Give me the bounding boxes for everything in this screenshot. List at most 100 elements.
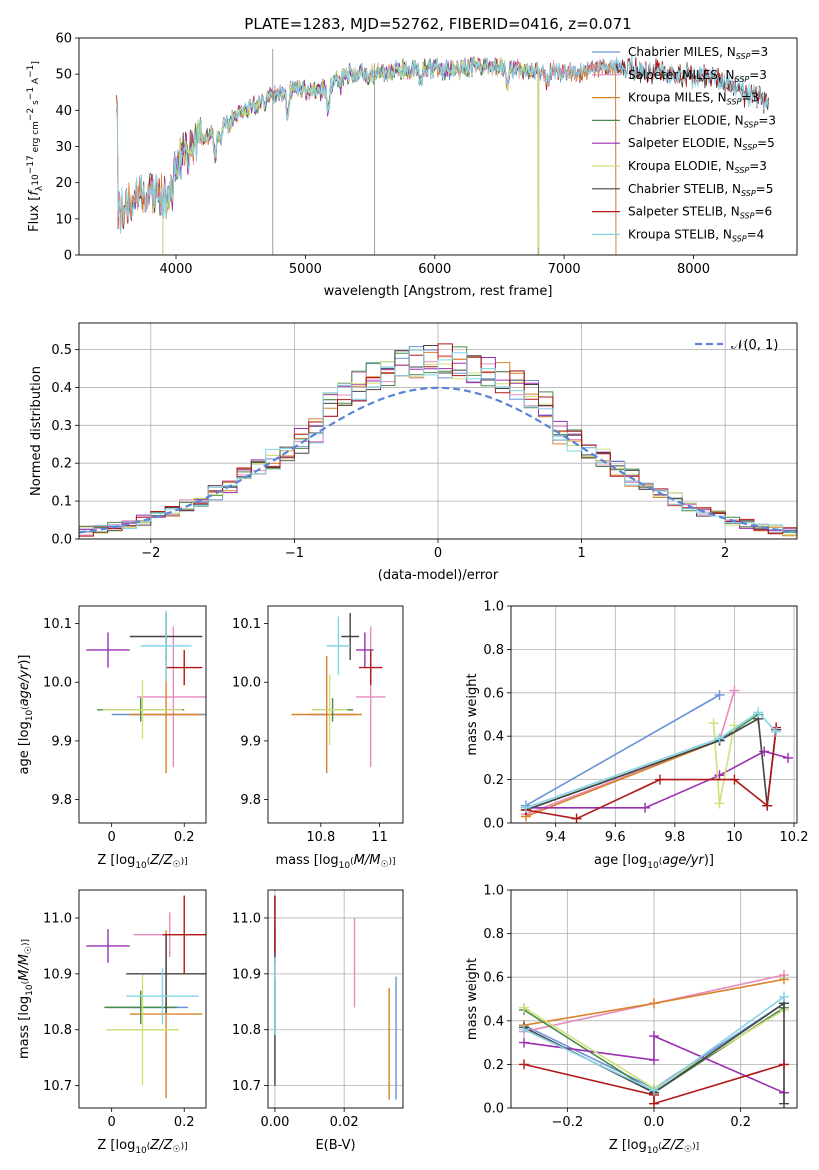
y-tick-label: 10.0 (43, 676, 72, 691)
y-axis-label: age [log10(age/yr)] (17, 654, 35, 774)
errorbar-kroupa-stelib (326, 616, 351, 676)
weight-marker-salpeter-elodie (783, 752, 794, 763)
weight-line-salpeter-elodie (523, 1034, 785, 1094)
weight-marker-salpeter-stelib (779, 1059, 789, 1070)
legend-label-text: Kroupa MILES, N (628, 91, 727, 105)
legend-label-sub: SSP (735, 166, 750, 175)
legend-label-suffix: =3 (749, 68, 767, 82)
y-tick-label: 10.7 (43, 1079, 72, 1094)
errorbar-kroupa-elodie (106, 973, 179, 1086)
x-axis-label: (data-model)/error (378, 568, 499, 583)
x-axis-label: wavelength [Angstrom, rest frame] (324, 284, 553, 299)
errorbar-salpeter-stelib (166, 649, 203, 686)
mass-vs-ebv-panel: 0.00 0.02 10.7 10.8 10.9 11.0 E(B-V) (232, 889, 404, 1153)
y-tick-label: 10.1 (43, 617, 72, 632)
y-tick-label: 10.8 (232, 1023, 261, 1038)
weight-marker-salpeter-stelib (649, 1098, 659, 1108)
age-vs-metallicity-panel: 0 0.2 9.8 9.9 10.0 10.1 Z [log10(Z/Z☉)] age [lo… (17, 605, 207, 871)
x-tick-label: 0.02 (330, 1115, 359, 1130)
x-axis-label: Z [log10(Z/Z☉)] (97, 853, 187, 871)
axes-frame (78, 605, 207, 824)
y-tick-label: 10.8 (43, 1023, 72, 1038)
errorbar-salpeter-stelib (358, 649, 383, 686)
gaussian-curve (79, 386, 797, 534)
x-tick-label: 0.0 (644, 1115, 665, 1130)
y-tick-label: 0.0 (51, 533, 72, 548)
x-tick-label: 10 (726, 830, 743, 845)
y-axis-label: Normed distribution (29, 366, 44, 496)
plot-area (520, 685, 794, 823)
chart-title: PLATE=1283, MJD=52762, FIBERID=0416, z=0… (244, 15, 631, 33)
weight-marker-salpeter-stelib (519, 1059, 529, 1070)
y-tick-label: 50 (55, 68, 72, 83)
mass-vs-metallicity-panel: 0 0.2 10.7 10.8 10.9 11.0 Z [log10(Z/Z☉)] mass … (17, 889, 207, 1156)
axes-frame (78, 37, 798, 256)
errorbar-kroupa-stelib (140, 610, 192, 682)
y-tick-label: 10.9 (43, 967, 72, 982)
legend-label-text: Salpeter STELIB, N (628, 205, 740, 219)
y-tick-label: 0.5 (51, 343, 72, 358)
legend-label-text: Salpeter MILES, N (628, 68, 735, 82)
spectrum-line-salpeter-elodie (162, 57, 539, 255)
spectrum-line-chabrier-elodie (162, 57, 539, 255)
axes-frame (510, 889, 798, 1109)
legend-label-suffix: =4 (747, 227, 765, 241)
x-tick-label: 0 (108, 830, 116, 845)
x-axis-label: age [log10(age/yr)] (594, 853, 714, 871)
x-tick-label: 5000 (289, 262, 322, 277)
y-tick-label: 0.8 (483, 927, 504, 942)
legend-label-suffix: =3 (749, 159, 767, 173)
plot-area (274, 895, 397, 1100)
axes-frame (78, 322, 798, 540)
residuals-panel: −2 −1 0 1 2 0.0 0.1 0.2 0.3 0.4 0.5 (data-model)/er… (29, 322, 798, 583)
axes-frame (267, 889, 404, 1109)
y-tick-label: 1.0 (483, 884, 504, 899)
errorbar-salpeter-miles (356, 626, 386, 768)
weight-marker-salpeter-elodie (519, 1037, 529, 1048)
plot-area (86, 610, 206, 774)
x-axis-label: E(B-V) (315, 1138, 355, 1153)
spectrum-line-kroupa-elodie (162, 57, 539, 255)
x-tick-label: 0 (434, 546, 442, 561)
legend-label-suffix: =3 (741, 91, 759, 105)
y-tick-label: 10.0 (232, 676, 261, 691)
weight-marker-salpeter-stelib (654, 774, 665, 785)
weight-line-kroupa-stelib (525, 711, 777, 809)
weight-marker-kroupa-miles (779, 974, 789, 985)
legend-label-text: Chabrier STELIB, N (628, 182, 741, 196)
weight-marker-kroupa-elodie (708, 718, 719, 729)
weight-line-chabrier-miles (525, 694, 720, 807)
weight-marker-salpeter-stelib (571, 813, 582, 823)
weight-marker-salpeter-stelib (729, 774, 740, 785)
plot-area (519, 970, 789, 1108)
y-tick-label: 0.6 (483, 971, 504, 986)
legend-label-chabrier-elodie: Chabrier ELODIE, NSSP=3 (628, 113, 776, 129)
weight-marker-kroupa-elodie (519, 1002, 529, 1013)
x-tick-label: 1 (577, 546, 585, 561)
legend-label-kroupa-elodie: Kroupa ELODIE, NSSP=3 (628, 159, 767, 175)
errorbar-kroupa-elodie (312, 674, 348, 745)
weight-marker-salpeter-miles (729, 685, 740, 696)
y-tick-label: 0.2 (483, 1058, 504, 1073)
legend-label-sub: SSP (727, 98, 742, 107)
y-tick-label: 0.4 (483, 730, 504, 745)
y-tick-label: 9.8 (240, 793, 261, 808)
x-axis-label: mass [log10(M/M☉)] (275, 853, 395, 871)
weight-marker-salpeter-elodie (649, 1055, 659, 1066)
y-axis-label: mass weight (465, 958, 480, 1040)
y-tick-label: 0.0 (483, 817, 504, 832)
legend-label-text: Kroupa STELIB, N (628, 227, 732, 241)
x-tick-label: 9.4 (545, 830, 566, 845)
weight-marker-kroupa-stelib (649, 1085, 659, 1096)
y-tick-label: 9.8 (51, 793, 72, 808)
weight-marker-salpeter-elodie (640, 802, 651, 813)
weight-marker-salpeter-elodie (649, 1031, 659, 1042)
legend-label-text: Salpeter ELODIE, N (628, 136, 742, 150)
errorbar-kroupa-elodie (102, 680, 183, 740)
y-tick-label: 0.0 (483, 1102, 504, 1117)
x-tick-label: 4000 (159, 262, 192, 277)
legend-label-kroupa-miles: Kroupa MILES, NSSP=3 (628, 91, 759, 107)
y-tick-label: 0.2 (51, 457, 72, 472)
legend-label-chabrier-stelib: Chabrier STELIB, NSSP=5 (628, 182, 773, 198)
legend-label-sub: SSP (742, 143, 757, 152)
